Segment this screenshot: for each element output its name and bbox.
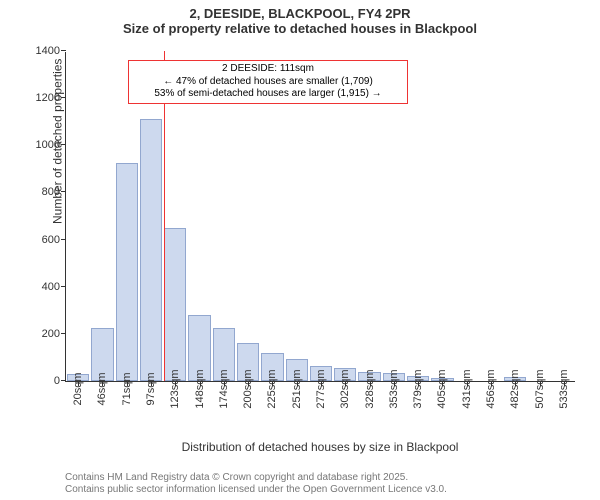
y-tick-label: 0 (54, 375, 66, 387)
x-tick-label: 533sqm (558, 369, 570, 408)
x-tick-label: 456sqm (485, 369, 497, 408)
x-tick-label: 225sqm (266, 369, 278, 408)
y-tick-mark (61, 333, 66, 334)
y-tick-mark (61, 50, 66, 51)
x-tick-label: 353sqm (388, 369, 400, 408)
x-tick-label: 251sqm (291, 369, 303, 408)
x-tick-label: 46sqm (96, 372, 108, 405)
x-tick-label: 302sqm (339, 369, 351, 408)
y-axis-label: Number of detached properties (50, 59, 64, 224)
x-tick-label: 20sqm (72, 372, 84, 405)
y-tick-mark (61, 286, 66, 287)
y-tick-label: 1400 (36, 45, 66, 57)
x-tick-label: 148sqm (194, 369, 206, 408)
footer-line-1: Contains HM Land Registry data © Crown c… (65, 472, 447, 484)
x-tick-label: 405sqm (436, 369, 448, 408)
x-tick-label: 431sqm (461, 369, 473, 408)
chart-title-block: 2, DEESIDE, BLACKPOOL, FY4 2PR Size of p… (0, 0, 600, 36)
chart-title-main: 2, DEESIDE, BLACKPOOL, FY4 2PR (0, 6, 600, 21)
y-tick-mark (61, 239, 66, 240)
annotation-box: 2 DEESIDE: 111sqm← 47% of detached house… (128, 60, 408, 104)
x-tick-label: 97sqm (145, 372, 157, 405)
annotation-line: 53% of semi-detached houses are larger (… (135, 88, 401, 101)
chart-title-sub: Size of property relative to detached ho… (0, 21, 600, 36)
x-tick-label: 200sqm (242, 369, 254, 408)
y-tick-mark (61, 380, 66, 381)
histogram-bar (140, 119, 162, 381)
x-tick-label: 174sqm (218, 369, 230, 408)
y-tick-label: 400 (42, 281, 66, 293)
annotation-line: 2 DEESIDE: 111sqm (135, 63, 401, 76)
x-tick-label: 507sqm (534, 369, 546, 408)
x-tick-label: 328sqm (364, 369, 376, 408)
footer-attribution: Contains HM Land Registry data © Crown c… (65, 472, 447, 496)
x-tick-label: 123sqm (169, 369, 181, 408)
y-tick-label: 600 (42, 234, 66, 246)
y-tick-label: 200 (42, 328, 66, 340)
histogram-bar (164, 228, 186, 381)
x-tick-label: 71sqm (121, 372, 133, 405)
histogram-bar (116, 163, 138, 381)
chart-plot-area: 020040060080010001200140020sqm46sqm71sqm… (65, 52, 575, 382)
annotation-line: ← 47% of detached houses are smaller (1,… (135, 76, 401, 89)
footer-line-2: Contains public sector information licen… (65, 484, 447, 496)
x-tick-label: 482sqm (509, 369, 521, 408)
x-tick-label: 379sqm (412, 369, 424, 408)
x-tick-label: 277sqm (315, 369, 327, 408)
x-axis-label: Distribution of detached houses by size … (182, 440, 459, 454)
